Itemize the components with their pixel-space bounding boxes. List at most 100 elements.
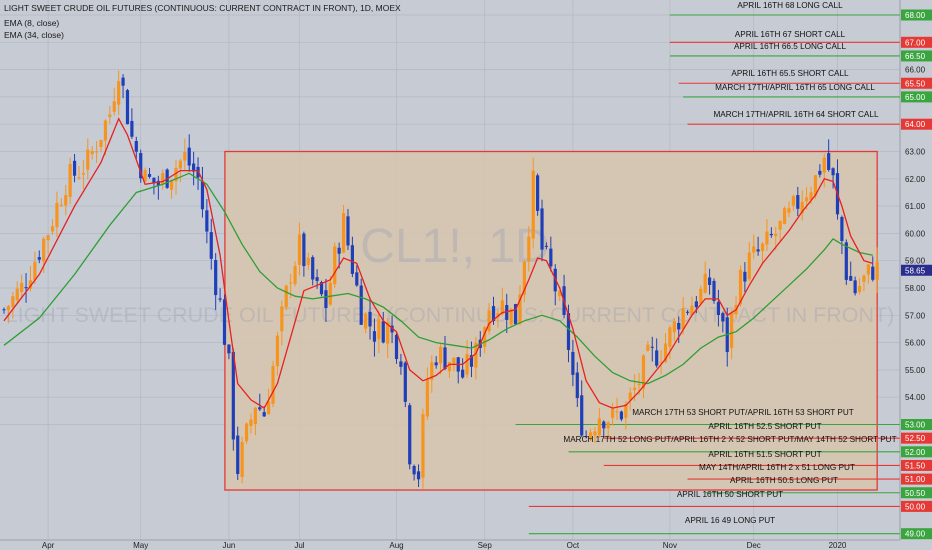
candle-body bbox=[871, 266, 875, 280]
level-label: APRIL 16TH 50 SHORT PUT bbox=[677, 490, 783, 499]
candle-body bbox=[143, 170, 147, 182]
candle-body bbox=[139, 153, 143, 179]
candle-body bbox=[240, 441, 244, 478]
price-tag[interactable] bbox=[901, 500, 932, 512]
candle-body bbox=[90, 150, 94, 155]
ema-fast-legend[interactable]: EMA (8, close) bbox=[4, 18, 60, 28]
candle-body bbox=[760, 243, 765, 252]
candle-body bbox=[584, 436, 588, 438]
candle-body bbox=[796, 195, 800, 209]
candle-body bbox=[430, 362, 434, 380]
candle-body bbox=[368, 311, 372, 327]
candle-body bbox=[677, 322, 681, 330]
price-tick-label: 60.00 bbox=[905, 229, 926, 238]
candle-body bbox=[443, 347, 447, 370]
candle-body bbox=[258, 407, 262, 410]
candle-body bbox=[108, 114, 112, 117]
time-tick-label: 2020 bbox=[829, 541, 847, 550]
range-box-rect[interactable] bbox=[224, 150, 878, 491]
price-tag[interactable] bbox=[901, 419, 932, 430]
candle-body bbox=[161, 173, 165, 185]
candle-body bbox=[68, 164, 72, 197]
candle-body bbox=[205, 210, 209, 232]
price-tag[interactable] bbox=[901, 77, 932, 89]
candle-body bbox=[64, 195, 68, 206]
candle-body bbox=[465, 354, 469, 375]
ema-slow-legend[interactable]: EMA (34, close) bbox=[4, 30, 64, 40]
candle-body bbox=[809, 192, 813, 200]
price-tag-label: 66.50 bbox=[905, 52, 926, 61]
level-label: APRIL 16 49 LONG PUT bbox=[685, 516, 775, 525]
candle-body bbox=[610, 408, 615, 419]
price-tag[interactable] bbox=[901, 473, 932, 485]
candle-body bbox=[20, 282, 24, 293]
time-axis-bg[interactable] bbox=[0, 540, 932, 550]
candle-body bbox=[218, 298, 222, 300]
candle-body bbox=[588, 432, 593, 439]
candle-body bbox=[328, 282, 332, 305]
price-tag[interactable] bbox=[901, 9, 932, 21]
candle-body bbox=[192, 163, 196, 172]
candle-body bbox=[390, 325, 394, 333]
candle-body bbox=[487, 310, 491, 332]
level-label: APRIL 16TH 50.5 LONG PUT bbox=[730, 476, 838, 485]
candle-body bbox=[183, 152, 187, 161]
candle-body bbox=[275, 335, 280, 367]
candle-body bbox=[787, 208, 791, 213]
candle-body bbox=[769, 233, 773, 236]
candle-body bbox=[469, 355, 474, 367]
ema-slow-line[interactable] bbox=[3, 172, 873, 385]
candle-body bbox=[152, 177, 156, 184]
level-label: APRIL 16TH 68 LONG CALL bbox=[737, 1, 843, 10]
candle-body bbox=[214, 260, 218, 296]
last-price-tag[interactable] bbox=[901, 264, 932, 276]
level-label: APRIL 16TH 65.5 SHORT CALL bbox=[731, 69, 849, 78]
level-label: MARCH 17TH/APRIL 16TH 65 LONG CALL bbox=[715, 83, 875, 92]
candle-body bbox=[875, 261, 879, 280]
level-label: MARCH 17TH 52 LONG PUT/APRIL 16TH 2 X 52… bbox=[563, 435, 896, 444]
price-tag[interactable] bbox=[901, 36, 932, 48]
candle-body bbox=[55, 203, 59, 228]
time-tick-label: Oct bbox=[567, 541, 580, 550]
level-label: MARCH 17TH/APRIL 16TH 64 SHORT CALL bbox=[713, 110, 878, 119]
candle-body bbox=[527, 236, 531, 262]
price-tag[interactable] bbox=[901, 487, 932, 499]
candle-body bbox=[112, 101, 116, 112]
price-tag[interactable] bbox=[901, 118, 932, 130]
candle-body bbox=[416, 471, 421, 480]
candle-body bbox=[703, 273, 707, 293]
price-tag[interactable] bbox=[901, 528, 932, 540]
candle-body bbox=[672, 321, 676, 333]
ema-fast-line[interactable] bbox=[3, 117, 873, 410]
option-level-lines bbox=[515, 14, 900, 535]
candle-body bbox=[403, 362, 407, 402]
candle-body bbox=[394, 334, 399, 360]
candle-body bbox=[59, 204, 63, 206]
time-tick-label: Apr bbox=[42, 541, 55, 550]
candle-body bbox=[262, 412, 266, 417]
candle-body bbox=[849, 276, 853, 281]
candle-body bbox=[822, 157, 826, 173]
candle-body bbox=[747, 252, 751, 280]
candle-body bbox=[646, 344, 650, 351]
candle-body bbox=[593, 431, 597, 436]
range-box bbox=[224, 150, 878, 491]
time-tick-label: Jun bbox=[222, 541, 235, 550]
candle-body bbox=[663, 343, 668, 362]
price-tag[interactable] bbox=[901, 459, 932, 471]
price-tag[interactable] bbox=[901, 432, 932, 444]
candle-body bbox=[86, 149, 90, 170]
price-tag[interactable] bbox=[901, 91, 932, 103]
candle-body bbox=[813, 175, 818, 196]
price-tag[interactable] bbox=[901, 50, 932, 62]
candle-body bbox=[315, 277, 319, 281]
time-tick-label: May bbox=[133, 541, 148, 550]
price-tag[interactable] bbox=[901, 446, 932, 458]
candle-body bbox=[844, 242, 848, 280]
candle-body bbox=[253, 407, 257, 425]
price-tag-label: 67.00 bbox=[905, 38, 926, 47]
candle-body bbox=[130, 120, 134, 137]
candle-body bbox=[800, 201, 804, 214]
